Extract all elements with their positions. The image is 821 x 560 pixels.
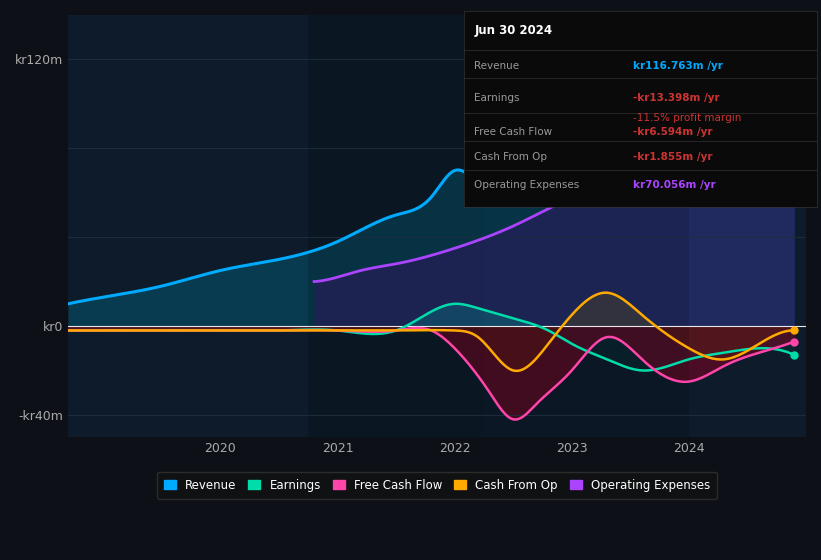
Text: Earnings: Earnings: [475, 94, 520, 104]
Text: -kr1.855m /yr: -kr1.855m /yr: [633, 152, 713, 162]
Text: kr116.763m /yr: kr116.763m /yr: [633, 61, 723, 71]
Text: -11.5% profit margin: -11.5% profit margin: [633, 113, 741, 123]
Text: Operating Expenses: Operating Expenses: [475, 180, 580, 190]
Text: -kr6.594m /yr: -kr6.594m /yr: [633, 127, 713, 137]
Text: kr70.056m /yr: kr70.056m /yr: [633, 180, 716, 190]
Text: Jun 30 2024: Jun 30 2024: [475, 24, 553, 38]
Legend: Revenue, Earnings, Free Cash Flow, Cash From Op, Operating Expenses: Revenue, Earnings, Free Cash Flow, Cash …: [157, 472, 718, 499]
Text: -kr13.398m /yr: -kr13.398m /yr: [633, 94, 720, 104]
Text: Free Cash Flow: Free Cash Flow: [475, 127, 553, 137]
Bar: [308, 15, 484, 437]
Bar: [484, 15, 689, 437]
Text: Revenue: Revenue: [475, 61, 520, 71]
Text: Cash From Op: Cash From Op: [475, 152, 548, 162]
